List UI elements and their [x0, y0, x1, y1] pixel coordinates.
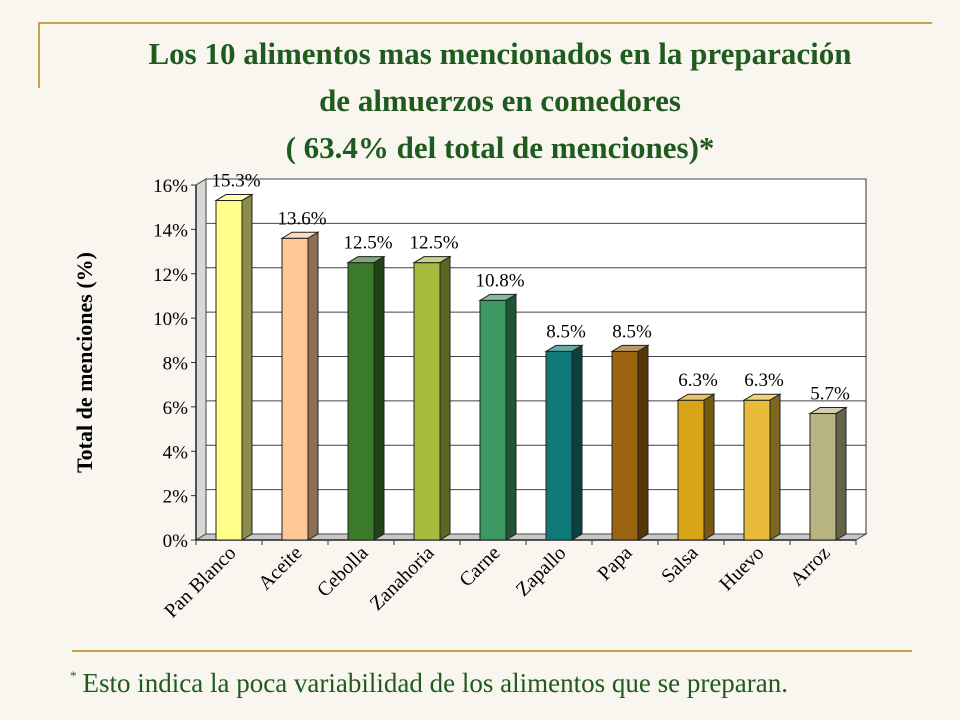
- bar: [611, 350, 639, 541]
- x-tick-label: Cebolla: [313, 542, 373, 602]
- bar: [677, 399, 705, 541]
- x-tick-label: Arroz: [786, 542, 835, 591]
- y-tick-label: 0%: [163, 531, 189, 552]
- y-tick-label: 4%: [163, 442, 189, 463]
- x-tick-label: Carne: [455, 542, 504, 591]
- footnote-mark: *: [70, 668, 77, 683]
- bar-side: [703, 393, 715, 541]
- x-tick-label: Salsa: [657, 542, 702, 587]
- bar: [281, 237, 309, 541]
- bar-side: [571, 344, 583, 541]
- bar-side: [241, 193, 253, 541]
- data-label: 8.5%: [612, 321, 652, 342]
- x-tick-label: Pan Blanco: [160, 542, 240, 622]
- bar: [809, 413, 837, 541]
- bar-side: [439, 255, 451, 541]
- bar-side: [505, 293, 517, 541]
- data-label: 15.3%: [211, 171, 260, 192]
- bar-chart: 0% 2% 4% 6% 8% 10% 12% 14% 16% 15.3% Pan Blanco 13.…: [72, 171, 868, 622]
- data-label: 5.7%: [810, 384, 850, 405]
- x-tick-label: Zapallo: [512, 542, 571, 601]
- x-tick-label: Huevo: [715, 542, 768, 595]
- x-tick-label: Zanahoria: [366, 542, 439, 615]
- y-tick-label: 16%: [153, 176, 188, 197]
- data-label: 6.3%: [678, 370, 718, 391]
- y-tick-label: 2%: [163, 487, 189, 508]
- top-accent-line: [38, 22, 932, 24]
- y-tick-label: 14%: [153, 220, 188, 241]
- bar-side: [637, 344, 649, 541]
- data-label: 12.5%: [409, 233, 458, 254]
- bar-side: [769, 393, 781, 541]
- bar: [479, 299, 507, 541]
- bar-side: [835, 406, 847, 541]
- bar: [413, 262, 441, 541]
- data-label: 12.5%: [343, 233, 392, 254]
- side-wall: [195, 178, 207, 541]
- data-label: 13.6%: [277, 208, 326, 229]
- page-title: Los 10 alimentos mas mencionados en la p…: [60, 30, 940, 171]
- bar: [347, 262, 375, 541]
- x-tick-label: Aceite: [254, 542, 307, 595]
- footnote: * Esto indica la poca variabilidad de los…: [70, 668, 788, 699]
- x-tick-label: Papa: [593, 542, 636, 585]
- bottom-accent-line: [72, 650, 912, 652]
- data-label: 8.5%: [546, 321, 586, 342]
- title-line-1: Los 10 alimentos mas mencionados en la p…: [148, 36, 852, 71]
- title-line-2: de almuerzos en comedores: [319, 83, 681, 118]
- y-tick-label: 10%: [153, 309, 188, 330]
- footnote-text: Esto indica la poca variabilidad de los …: [82, 668, 789, 698]
- data-label: 6.3%: [744, 370, 784, 391]
- y-tick-label: 12%: [153, 265, 188, 286]
- bar-side: [373, 255, 385, 541]
- title-line-3: ( 63.4% del total de menciones)*: [285, 130, 715, 165]
- bar-side: [307, 231, 319, 541]
- y-tick-label: 8%: [163, 354, 189, 375]
- y-tick-label: 6%: [163, 398, 189, 419]
- left-accent-line: [38, 22, 40, 88]
- bar: [215, 200, 243, 541]
- data-label: 10.8%: [475, 270, 524, 291]
- y-axis-title: Total de menciones (%): [72, 252, 97, 473]
- bar: [743, 399, 771, 541]
- bar: [545, 350, 573, 541]
